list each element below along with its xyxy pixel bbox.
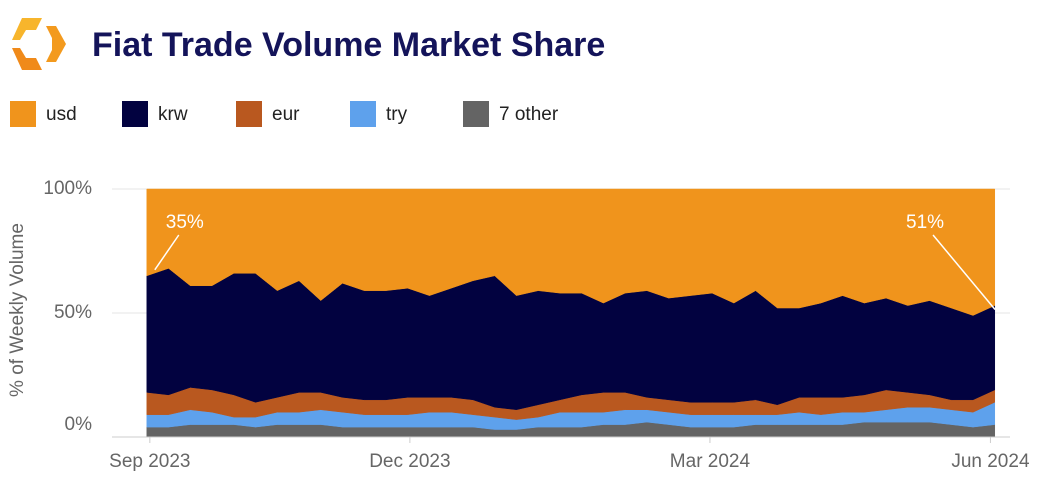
legend-swatch: [350, 101, 376, 127]
annotation-line: [154, 234, 180, 271]
x-tick-label: Sep 2023: [109, 451, 190, 472]
logo: [12, 18, 66, 70]
area: [146, 188, 996, 316]
value-label: 35%: [166, 212, 204, 233]
chart-title: Fiat Trade Volume Market Share: [92, 26, 605, 64]
x-tick-label: Mar 2024: [670, 451, 751, 472]
y-axis-label: % of Weekly Volume: [7, 223, 28, 397]
y-tick-label: 100%: [43, 178, 92, 199]
value-label: 51%: [906, 212, 944, 233]
legend-swatch: [122, 101, 148, 127]
y-tick-label: 50%: [54, 302, 92, 323]
legend-swatch: [236, 101, 262, 127]
x-tick-label: Jun 2024: [951, 451, 1030, 472]
legend-swatch: [463, 101, 489, 127]
y-tick-label: 0%: [65, 414, 93, 435]
legend-label: usd: [46, 104, 77, 125]
annotation-line: [932, 234, 996, 310]
legend-label: 7 other: [499, 104, 559, 125]
legend-swatch: [10, 101, 36, 127]
legend-label: krw: [158, 104, 188, 125]
legend-label: try: [386, 104, 408, 125]
x-tick-label: Dec 2023: [369, 451, 450, 472]
legend-label: eur: [272, 104, 300, 125]
